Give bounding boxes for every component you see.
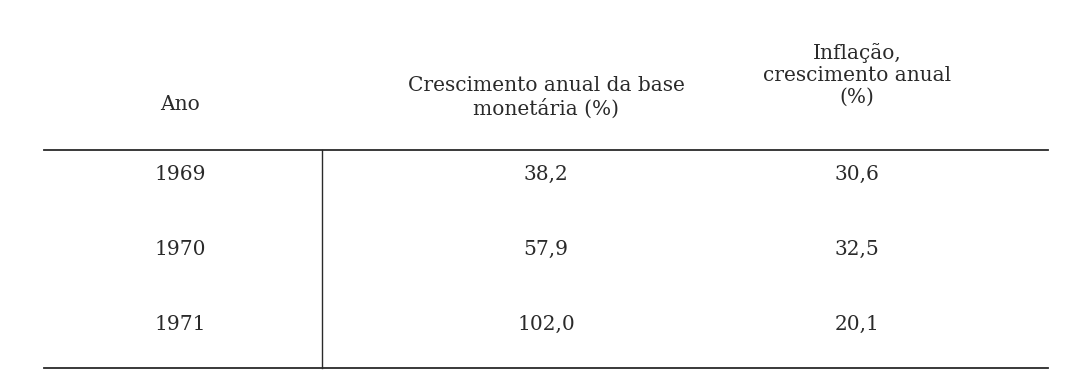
Text: 38,2: 38,2: [524, 165, 568, 184]
Text: 32,5: 32,5: [835, 240, 879, 259]
Text: 30,6: 30,6: [834, 165, 880, 184]
Text: 1971: 1971: [154, 315, 206, 334]
Text: 102,0: 102,0: [518, 315, 574, 334]
Text: Crescimento anual da base
monetária (%): Crescimento anual da base monetária (%): [407, 76, 685, 119]
Text: 20,1: 20,1: [834, 315, 880, 334]
Text: Inflação,
crescimento anual
(%): Inflação, crescimento anual (%): [763, 43, 951, 107]
Text: 57,9: 57,9: [523, 240, 569, 259]
Text: 1969: 1969: [154, 165, 206, 184]
Text: Ano: Ano: [161, 96, 200, 114]
Text: 1970: 1970: [154, 240, 206, 259]
